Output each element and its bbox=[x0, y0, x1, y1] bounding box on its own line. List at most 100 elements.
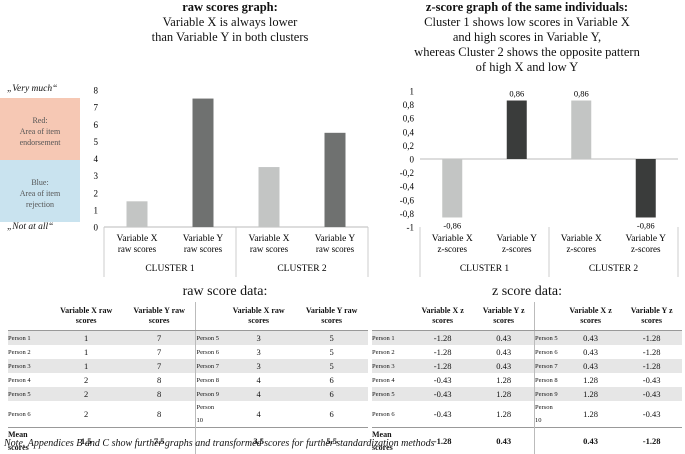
table-cell: 1.28 bbox=[583, 374, 599, 385]
table-cell: -1.28 bbox=[412, 359, 474, 373]
table-cell: 1.28 bbox=[559, 387, 622, 401]
person-label: Person 3 bbox=[372, 359, 412, 373]
table-cell: 7 bbox=[157, 346, 162, 357]
person-label: Person 10 bbox=[195, 401, 223, 428]
table-cell: 7 bbox=[122, 330, 196, 345]
legend-red-desc: Area of item endorsement bbox=[19, 127, 61, 147]
person-label: Person 4 bbox=[372, 376, 395, 384]
right-title-line2: and high scores in Variable Y, bbox=[452, 30, 602, 44]
legend-not-at-all: „Not at all“ bbox=[7, 222, 54, 232]
table-cell: 3 bbox=[222, 330, 296, 345]
table-cell: 1.28 bbox=[496, 408, 512, 419]
mean-label: Mean scores bbox=[372, 427, 412, 454]
table-cell: 2 bbox=[84, 408, 89, 419]
person-label: Person 7 bbox=[533, 359, 560, 373]
column-header: Variable X raw scores bbox=[222, 302, 296, 331]
right-title-bold: z-score graph of the same individuals: bbox=[425, 0, 629, 14]
table-cell: 4 bbox=[222, 387, 296, 401]
person-label: Person 9 bbox=[195, 387, 223, 401]
mean-cell: 7.5 bbox=[122, 427, 196, 454]
y-tick-label: 0,6 bbox=[403, 114, 415, 124]
column-header-empty bbox=[372, 302, 412, 331]
column-header-empty bbox=[195, 302, 223, 331]
table-cell: 4 bbox=[256, 408, 261, 419]
category-sublabel: raw scores bbox=[118, 244, 157, 254]
table-row: Person 2 1 7 Person 6 3 5 bbox=[8, 345, 368, 359]
category-sublabel: raw scores bbox=[184, 244, 223, 254]
mean-cell: 0.43 bbox=[559, 427, 622, 454]
table-cell: 6 bbox=[295, 387, 368, 401]
mean-cell bbox=[533, 427, 560, 454]
table-cell: -1.28 bbox=[621, 359, 682, 373]
bar bbox=[506, 100, 527, 159]
column-header: Variable X raw scores bbox=[49, 302, 123, 331]
left-title-line1: Variable X is always lower bbox=[162, 15, 298, 29]
left-title-line2: than Variable Y in both clusters bbox=[151, 30, 309, 44]
category-label: Variable Y bbox=[496, 234, 537, 244]
person-label: Person 1 bbox=[372, 330, 412, 345]
y-tick-label: 0 bbox=[94, 223, 99, 233]
category-sublabel: z-scores bbox=[567, 244, 597, 254]
mean-cell bbox=[195, 427, 223, 454]
table-cell: -0.43 bbox=[642, 408, 661, 419]
raw-table-heading: raw score data: bbox=[182, 284, 268, 299]
category-sublabel: z-scores bbox=[438, 244, 468, 254]
table-cell: 0.43 bbox=[496, 346, 512, 357]
column-header: Variable X z scores bbox=[559, 302, 622, 331]
y-tick-label: -0,4 bbox=[400, 182, 415, 192]
table-cell: 1 bbox=[49, 359, 123, 373]
table-cell: 1.28 bbox=[496, 374, 512, 385]
right-title: z-score graph of the same individuals: C… bbox=[372, 0, 682, 75]
person-label: Person 6 bbox=[372, 410, 395, 418]
mean-cell: 0.43 bbox=[473, 427, 535, 454]
table-row: Person 3 -1.28 0.43 Person 7 0.43 -1.28 bbox=[372, 359, 682, 373]
column-header: Variable X z scores bbox=[412, 302, 474, 331]
y-tick-label: 1 bbox=[94, 205, 99, 215]
y-tick-label: -0,6 bbox=[400, 195, 415, 205]
right-title-line1: Cluster 1 shows low scores in Variable X bbox=[424, 15, 630, 29]
table-row: Person 2 -1.28 0.43 Person 6 0.43 -1.28 bbox=[372, 345, 682, 359]
person-label: Person 5 bbox=[533, 330, 560, 345]
y-tick-label: 6 bbox=[94, 120, 99, 130]
table-cell: 5 bbox=[295, 330, 368, 345]
mean-cell: 1.5 bbox=[49, 427, 123, 454]
data-label: 0,86 bbox=[574, 89, 589, 99]
y-tick-label: 2 bbox=[94, 188, 99, 198]
table-cell: -0.43 bbox=[433, 374, 452, 385]
category-label: Variable Y bbox=[315, 234, 356, 244]
category-label: Variable X bbox=[249, 234, 290, 244]
category-sublabel: raw scores bbox=[250, 244, 289, 254]
table-cell: 1 bbox=[84, 346, 89, 357]
legend-very-much: „Very much“ bbox=[7, 84, 58, 94]
data-label: -0,86 bbox=[637, 220, 655, 230]
y-tick-label: 7 bbox=[94, 103, 99, 113]
table-cell: -0.43 bbox=[621, 387, 682, 401]
left-title-bold: raw scores graph: bbox=[182, 0, 278, 14]
table-cell: 2 bbox=[84, 374, 89, 385]
person-label: Person 6 bbox=[195, 345, 223, 359]
table-cell: -1.28 bbox=[433, 346, 452, 357]
table-cell: 8 bbox=[157, 374, 162, 385]
table-cell: 1 bbox=[49, 330, 123, 345]
table-row: Person 5 -0.43 1.28 Person 9 1.28 -0.43 bbox=[372, 387, 682, 401]
legend-blue-area: Blue: Area of item rejection bbox=[0, 160, 80, 222]
mean-row: Mean scores 1.5 7.5 3.5 5.5 bbox=[8, 427, 368, 454]
table-cell: 5 bbox=[295, 359, 368, 373]
category-label: Variable X bbox=[117, 234, 158, 244]
column-header: Variable Y raw scores bbox=[122, 302, 196, 331]
left-title: raw scores graph: Variable X is always l… bbox=[80, 0, 380, 45]
table-cell: 2 bbox=[49, 387, 123, 401]
group-label: CLUSTER 1 bbox=[145, 264, 195, 274]
table-cell: -0.43 bbox=[412, 387, 474, 401]
group-label: CLUSTER 1 bbox=[460, 264, 510, 274]
mean-cell: 5.5 bbox=[295, 427, 368, 454]
category-label: Variable X bbox=[561, 234, 602, 244]
table-row: Person 1 -1.28 0.43 Person 5 0.43 -1.28 bbox=[372, 330, 682, 345]
person-label: Person 4 bbox=[8, 376, 31, 384]
column-header: Variable Y z scores bbox=[473, 302, 535, 331]
bar bbox=[571, 100, 592, 159]
table-cell: 3 bbox=[256, 346, 261, 357]
y-tick-label: 0 bbox=[410, 155, 415, 165]
